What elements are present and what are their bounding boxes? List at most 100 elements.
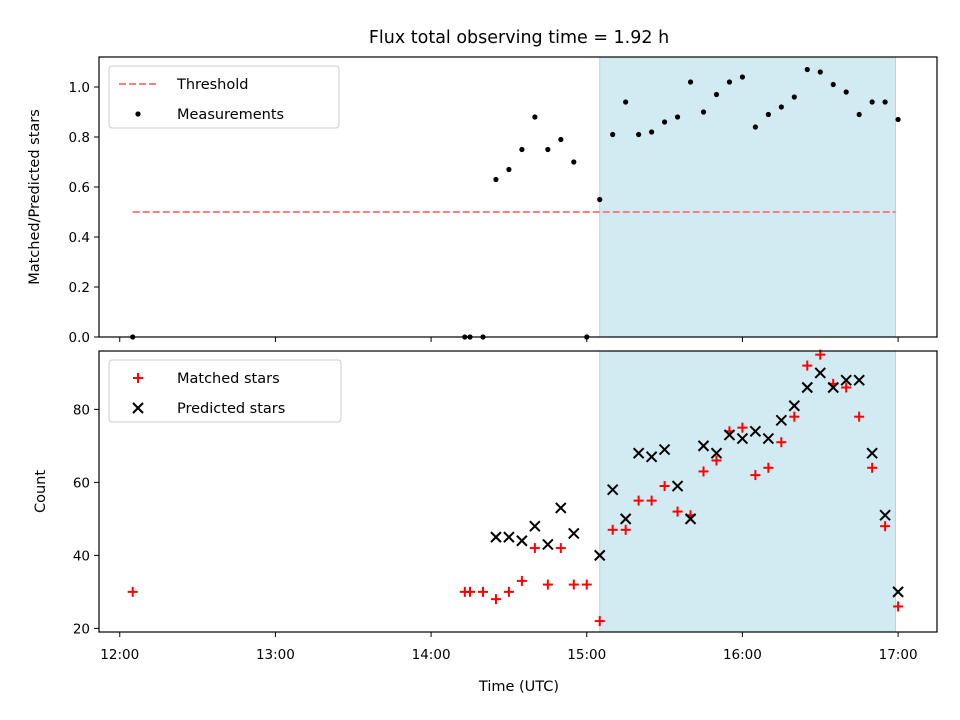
marker-stroke	[684, 513, 697, 525]
predicted-star-point	[503, 531, 515, 543]
measurement-point	[506, 166, 512, 173]
x-tick-label: 14:00	[412, 647, 451, 663]
y-tick-label: 0.0	[69, 330, 90, 346]
x-tick-label: 17:00	[879, 647, 918, 663]
y-tick-label: 0.6	[69, 180, 90, 196]
predicted-star-point	[632, 447, 645, 459]
matched-star-point	[776, 437, 787, 448]
measurement-point	[558, 136, 564, 143]
y-axis-label: Count	[33, 470, 49, 513]
predicted-star-point	[814, 367, 826, 379]
measurement-point	[804, 66, 810, 73]
matched-star-point	[594, 616, 605, 627]
matched-star-point	[529, 543, 540, 554]
measurement-point	[545, 146, 551, 153]
matched-star-point	[516, 575, 527, 586]
matched-star-point	[620, 524, 631, 535]
marker-stroke	[555, 502, 567, 514]
observing-window-shade	[599, 56, 896, 338]
y-tick-label: 0.4	[69, 230, 90, 246]
measurement-point	[700, 109, 707, 115]
marker-stroke	[710, 447, 723, 459]
measurement-point	[778, 104, 784, 110]
marker-stroke	[529, 520, 541, 532]
matched-star-point	[802, 360, 813, 371]
matched-star-point	[750, 470, 761, 481]
matched-star-point	[465, 586, 476, 597]
measurement-point	[713, 91, 720, 98]
measurement-point	[674, 114, 681, 120]
legend-label: Matched stars	[177, 371, 280, 387]
y-tick-label: 0.8	[69, 130, 90, 146]
legend-swatch	[132, 402, 144, 414]
predicted-star-point	[736, 432, 749, 445]
measurement-point	[843, 89, 849, 95]
measurement-point	[726, 79, 733, 85]
marker-stroke	[736, 432, 749, 445]
legend-swatch	[135, 111, 141, 117]
x-tick-label: 12:00	[100, 647, 139, 663]
marker-stroke	[866, 447, 878, 459]
predicted-star-point	[568, 527, 580, 540]
x-tick-label: 13:00	[256, 647, 295, 663]
y-tick-label: 20	[73, 621, 90, 637]
x-axis-label: Time (UTC)	[478, 679, 559, 695]
y-tick-label: 1.0	[69, 80, 90, 96]
series-predicted-stars	[490, 367, 904, 598]
predicted-star-point	[892, 586, 904, 598]
measurement-point	[739, 74, 746, 80]
predicted-star-point	[606, 483, 619, 496]
y-axis-label: Matched/Predicted stars	[27, 109, 43, 285]
marker-stroke	[749, 425, 762, 437]
legend-label: Threshold	[176, 77, 248, 93]
matched-star-point	[789, 411, 800, 422]
predicted-star-point	[529, 520, 541, 532]
panel-1: 0.0 0.2 0.4 0.6 0.8 1.0 Matched/Predicted star…	[27, 56, 938, 346]
marker-stroke	[879, 509, 891, 521]
predicted-star-point	[762, 432, 775, 445]
predicted-star-point	[619, 513, 632, 525]
marker-stroke	[658, 443, 671, 456]
predicted-star-point	[801, 381, 813, 394]
measurement-point	[623, 99, 629, 105]
marker-stroke	[542, 538, 554, 551]
series-measurements	[130, 66, 901, 340]
predicted-star-point	[516, 535, 528, 547]
predicted-star-point	[555, 502, 567, 514]
matched-star-point	[854, 411, 865, 422]
matched-star-point	[893, 601, 904, 612]
legend-label: Predicted stars	[177, 401, 285, 417]
marker-stroke	[645, 451, 658, 463]
marker-stroke	[853, 374, 865, 386]
measurement-point	[687, 79, 694, 85]
matched-star-point	[867, 462, 878, 473]
matched-star-point	[737, 422, 748, 433]
matched-star-point	[555, 543, 566, 554]
panel-2: 20 40 60 80 12:00 13:00 14:00 15:00 16:00 17:00 Co…	[33, 349, 938, 663]
x-tick-label: 16:00	[723, 647, 762, 663]
matched-star-point	[568, 579, 579, 590]
marker-stroke	[671, 480, 684, 492]
matched-star-point	[127, 586, 138, 597]
marker-stroke	[801, 381, 813, 394]
axes-frame	[98, 56, 938, 338]
predicted-star-point	[853, 374, 865, 386]
observing-window-shade	[599, 350, 896, 633]
marker-stroke	[775, 414, 788, 427]
matched-star-point	[672, 506, 683, 517]
matched-star-point	[542, 579, 553, 590]
predicted-star-point	[775, 414, 788, 427]
predicted-star-point	[749, 425, 762, 437]
measurement-point	[649, 129, 655, 135]
measurement-point	[571, 159, 577, 165]
predicted-star-point	[594, 549, 606, 562]
marker-stroke	[892, 586, 904, 598]
marker-stroke	[503, 531, 515, 543]
legend: Matched stars Predicted stars	[108, 359, 342, 423]
marker-stroke	[132, 402, 144, 414]
matched-star-point	[503, 586, 514, 597]
predicted-star-point	[840, 374, 852, 386]
measurement-point	[869, 99, 875, 105]
predicted-star-point	[671, 480, 684, 492]
measurement-point	[830, 81, 836, 88]
